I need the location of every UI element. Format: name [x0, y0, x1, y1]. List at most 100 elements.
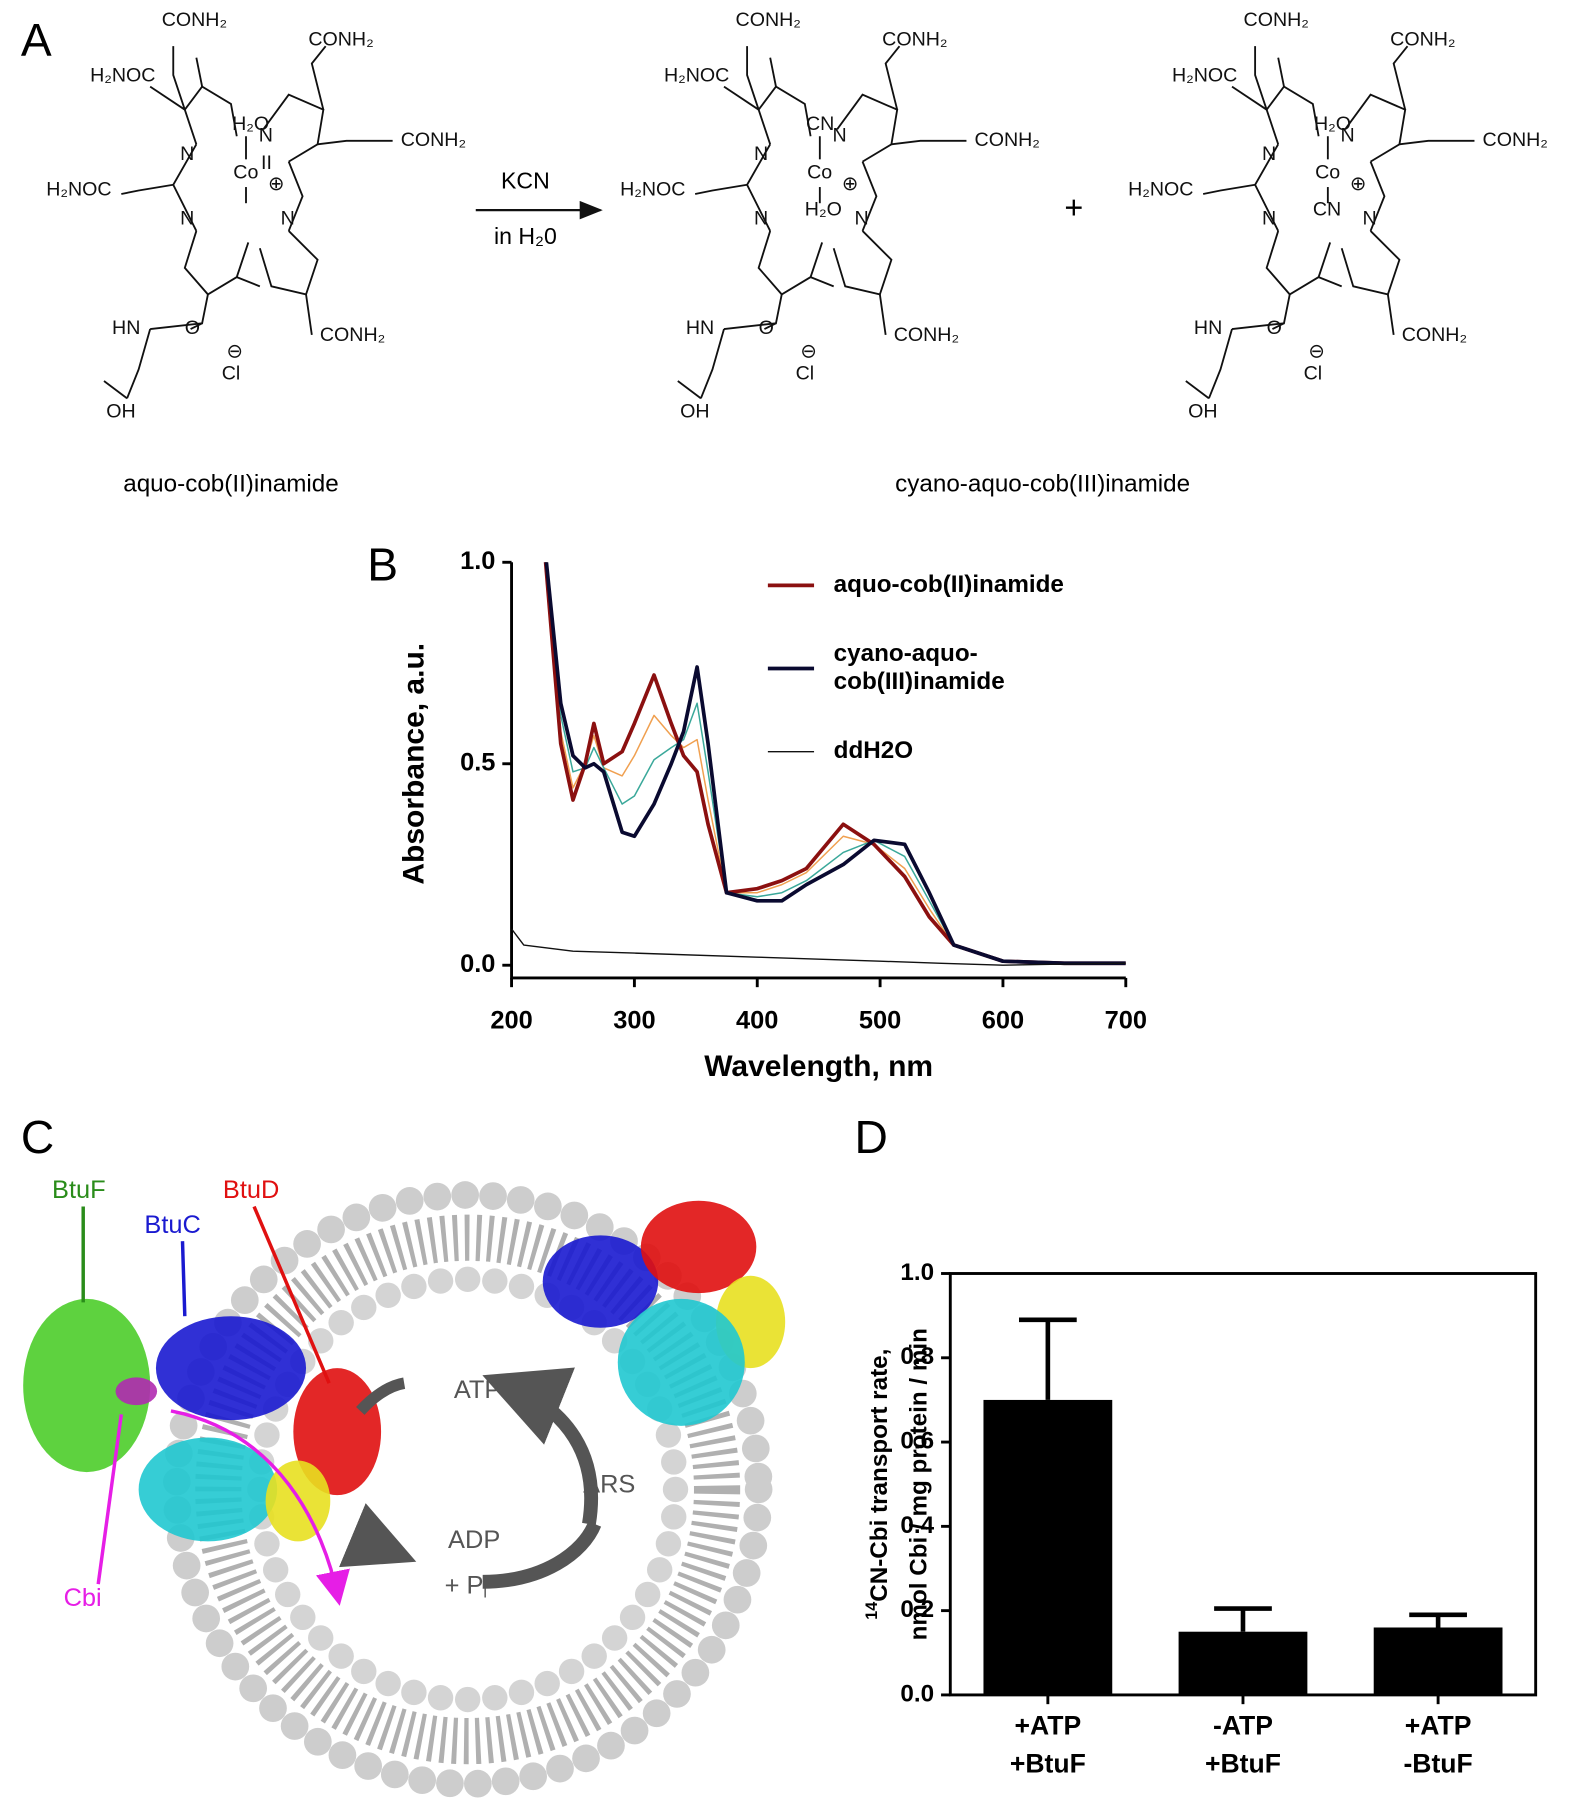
- atom-label: H₂NOC: [664, 64, 729, 86]
- bond: [1277, 57, 1285, 87]
- x-tick-label: 300: [613, 1007, 655, 1035]
- bond: [121, 183, 174, 195]
- phosphate: + P: [445, 1571, 484, 1599]
- plus-sign: +: [1064, 190, 1083, 226]
- lipid-head: [230, 1286, 259, 1315]
- y-axis-label: 14CN-Cbi transport rate,: [863, 1349, 893, 1620]
- y-axis-label-superscript: 14: [863, 1602, 881, 1620]
- atom-label: CONH₂: [894, 324, 959, 346]
- lipid-head: [479, 1182, 507, 1210]
- atom-label: N: [1262, 143, 1276, 165]
- series-line: [543, 562, 1126, 966]
- bond: [757, 230, 824, 296]
- counterion-charge: ⊖: [1308, 340, 1324, 362]
- atom-label: HN: [1194, 317, 1222, 339]
- bar: [1178, 1631, 1308, 1695]
- atom-label: CONH₂: [162, 9, 227, 31]
- atom-label: OH: [1188, 400, 1217, 422]
- y-tick-label: 0.0: [900, 1680, 934, 1707]
- lipid-head: [508, 1273, 535, 1300]
- x-tick-label: 600: [982, 1007, 1024, 1035]
- bond: [1231, 85, 1268, 111]
- cycle-arrow: [338, 1503, 417, 1568]
- atom-label: N: [754, 143, 768, 165]
- bond: [810, 276, 835, 288]
- lipid-head: [646, 1557, 673, 1583]
- y-tick-label: 0.6: [900, 1427, 934, 1454]
- panel-letter: A: [21, 14, 52, 66]
- lipid-head: [169, 1411, 198, 1440]
- protein: [265, 1460, 331, 1542]
- metal: Co: [233, 161, 258, 183]
- lipid-head: [519, 1762, 547, 1791]
- lipid-head: [254, 1422, 280, 1448]
- lipid-head: [744, 1462, 773, 1491]
- atom-label: HN: [686, 317, 714, 339]
- lipid-head: [328, 1741, 357, 1770]
- bond: [769, 57, 777, 87]
- lipid-head: [601, 1625, 628, 1651]
- lipid-head: [274, 1581, 301, 1608]
- bond: [287, 161, 304, 232]
- solvent: in H₂0: [494, 223, 557, 249]
- x-tick-label: 700: [1105, 1007, 1147, 1035]
- panel-letter: B: [367, 538, 398, 590]
- lipid-head: [663, 1680, 691, 1708]
- lipid-head: [401, 1679, 427, 1706]
- panel-letter: D: [854, 1111, 887, 1163]
- lipid-head: [634, 1581, 661, 1608]
- protein: [293, 1368, 382, 1496]
- lipid-head: [303, 1727, 332, 1756]
- atom-label: OH: [106, 400, 135, 422]
- lipid-head: [342, 1203, 371, 1232]
- lipid-head: [655, 1422, 682, 1448]
- bond: [677, 380, 702, 400]
- series-line: [545, 562, 1126, 965]
- transport-diagram: BtuF BtuC BtuD Cbi ATP ARS ADP + Pi: [23, 1176, 786, 1798]
- bond: [1265, 230, 1332, 296]
- lipid-head: [308, 1625, 334, 1651]
- oxidation-state: II: [261, 152, 272, 174]
- lipid-head: [558, 1658, 585, 1685]
- atom-label: N: [833, 124, 847, 146]
- y-axis-label-text: CN-Cbi transport rate,: [866, 1349, 893, 1602]
- legend-label: cob(III)inamide: [834, 668, 1005, 695]
- y-tick-label: 1.0: [900, 1259, 934, 1286]
- bond: [723, 85, 760, 111]
- bond: [305, 294, 313, 335]
- lipid-head: [662, 1476, 689, 1503]
- atom-label: N: [281, 208, 295, 230]
- atom-label: CONH₂: [1402, 324, 1467, 346]
- reagent: KCN: [501, 168, 550, 194]
- bar: [983, 1399, 1113, 1695]
- substrate-label: Cbi: [64, 1584, 102, 1612]
- lipid-head: [697, 1635, 726, 1664]
- atom-label: N: [1341, 124, 1355, 146]
- y-tick-label: 0.0: [460, 950, 495, 978]
- x-tick-label: 500: [859, 1007, 901, 1035]
- protein-label: BtuC: [144, 1211, 200, 1239]
- y-tick-label: 0.8: [900, 1343, 934, 1370]
- cycle-arrow: [482, 1521, 602, 1589]
- protein: [542, 1235, 659, 1328]
- lipid-head: [491, 1767, 520, 1796]
- lipid-head: [581, 1643, 607, 1669]
- y-axis-label: nmol Cbi / mg protein / min: [906, 1328, 933, 1640]
- legend-label: cyano-aquo-: [834, 640, 978, 667]
- lipid-head: [454, 1266, 481, 1292]
- pointer: [252, 1205, 331, 1384]
- energy-label: ARS: [583, 1471, 635, 1499]
- bond: [884, 45, 901, 110]
- energy-label: + Pi: [445, 1571, 487, 1601]
- bond: [183, 85, 238, 145]
- lipid-head: [328, 1643, 354, 1669]
- metal: Co: [1315, 161, 1340, 183]
- bond: [172, 143, 198, 232]
- bond: [172, 46, 186, 110]
- lipid-head: [290, 1604, 316, 1631]
- counterion-charge: ⊖: [800, 340, 816, 362]
- lipid-head: [534, 1192, 562, 1221]
